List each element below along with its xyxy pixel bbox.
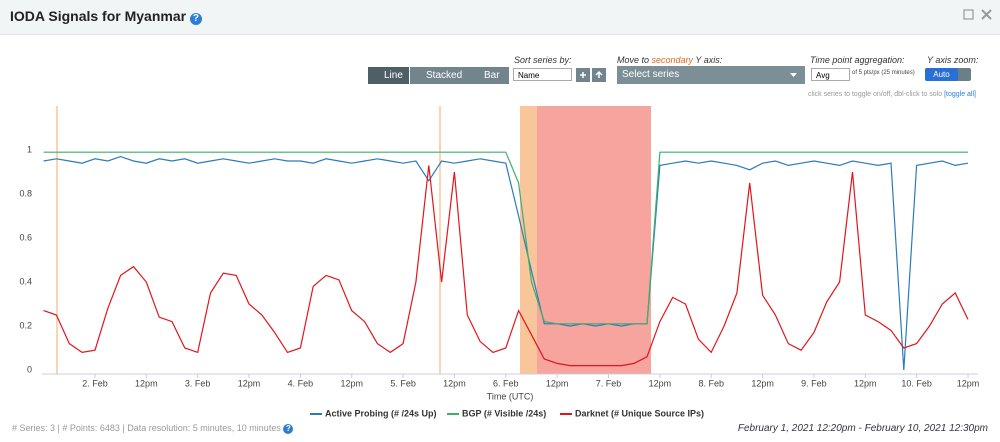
- y-tick-label: 0: [27, 364, 32, 374]
- move-label-text: Y axis:: [693, 55, 723, 65]
- x-tick-label: 12pm: [751, 378, 774, 388]
- x-tick-label: 2. Feb: [82, 378, 108, 388]
- footer-stats: # Series: 3 | # Points: 6483 | Data reso…: [12, 423, 294, 434]
- help-icon[interactable]: ?: [189, 13, 202, 25]
- stacked-button[interactable]: Stacked: [410, 67, 468, 84]
- y-tick-label: 0.4: [19, 276, 32, 286]
- help-icon[interactable]: ?: [283, 424, 294, 434]
- series-select[interactable]: Select series: [617, 66, 805, 84]
- edit-icon[interactable]: [963, 9, 974, 20]
- y-tick-label: 0.2: [19, 320, 32, 330]
- sort-label: Sort series by:: [514, 55, 572, 65]
- dropdown-caret: [790, 73, 797, 77]
- sort-buttons: [576, 68, 606, 82]
- zoom-value: Auto: [925, 68, 958, 81]
- outage-band: [537, 106, 651, 374]
- x-tick-label: 4. Feb: [288, 378, 314, 388]
- y-tick-label: 0.8: [19, 188, 32, 198]
- move-label-text: Move to: [617, 55, 652, 65]
- date-range: February 1, 2021 12:20pm - February 10, …: [737, 423, 988, 434]
- panel-title: IODA Signals for Myanmar ?: [10, 8, 202, 25]
- x-tick-label: 12pm: [957, 378, 980, 388]
- x-tick-label: 3. Feb: [185, 378, 211, 388]
- bar-button[interactable]: Bar: [468, 67, 509, 84]
- zoom-toggle[interactable]: Auto: [925, 68, 971, 81]
- y-tick-label: 1: [27, 144, 32, 154]
- x-tick-label: 5. Feb: [390, 378, 416, 388]
- title-text: IODA Signals for Myanmar: [10, 8, 187, 24]
- x-tick-label: 12pm: [546, 378, 569, 388]
- legend-label[interactable]: Active Probing (# /24s Up): [325, 408, 437, 418]
- sort-select[interactable]: Name: [513, 68, 572, 81]
- aggregation-note: of 5 pts/px (25 minutes): [852, 70, 915, 76]
- zoom-label: Y axis zoom:: [927, 55, 979, 65]
- legend-label[interactable]: BGP (# Visible /24s): [462, 408, 546, 418]
- x-tick-label: 12pm: [649, 378, 672, 388]
- x-tick-label: 8. Feb: [698, 378, 724, 388]
- arrow-icon: [595, 70, 603, 78]
- x-tick-label: 6. Feb: [493, 378, 519, 388]
- plus-icon: [580, 72, 586, 78]
- close-icon[interactable]: [981, 9, 992, 20]
- hint: click series to toggle on/off, dbl-click…: [808, 91, 976, 98]
- x-tick-label: 10. Feb: [901, 378, 932, 388]
- aggregation-label: Time point aggregation:: [810, 55, 905, 65]
- toggle-all-link[interactable]: [toggle all]: [944, 91, 976, 98]
- window-icons: [963, 9, 992, 20]
- aggregation-select[interactable]: Avg: [811, 68, 850, 81]
- legend-label[interactable]: Darknet (# Unique Source IPs): [575, 408, 704, 418]
- x-tick-label: 9. Feb: [801, 378, 827, 388]
- move-label: Move to secondary Y axis:: [617, 55, 722, 65]
- stats-text: # Series: 3 | # Points: 6483 | Data reso…: [12, 423, 281, 433]
- move-label-accent: secondary: [651, 55, 694, 65]
- outage-band: [520, 106, 537, 374]
- series-line: [43, 165, 969, 367]
- x-tick-label: 7. Feb: [596, 378, 622, 388]
- series-line: [43, 151, 968, 325]
- y-tick-label: 0.6: [19, 232, 32, 242]
- x-tick-label: 12pm: [443, 378, 466, 388]
- series-line: [43, 155, 969, 371]
- line-button[interactable]: Line: [368, 67, 409, 84]
- x-axis-label: Time (UTC): [487, 391, 534, 401]
- x-tick-label: 12pm: [238, 378, 261, 388]
- x-tick-label: 12pm: [854, 378, 877, 388]
- x-tick-label: 12pm: [135, 378, 158, 388]
- series-select-text: Select series: [622, 69, 680, 80]
- hint-text: click series to toggle on/off, dbl-click…: [808, 91, 945, 98]
- header-bar: [0, 0, 1000, 35]
- x-tick-label: 12pm: [340, 378, 363, 388]
